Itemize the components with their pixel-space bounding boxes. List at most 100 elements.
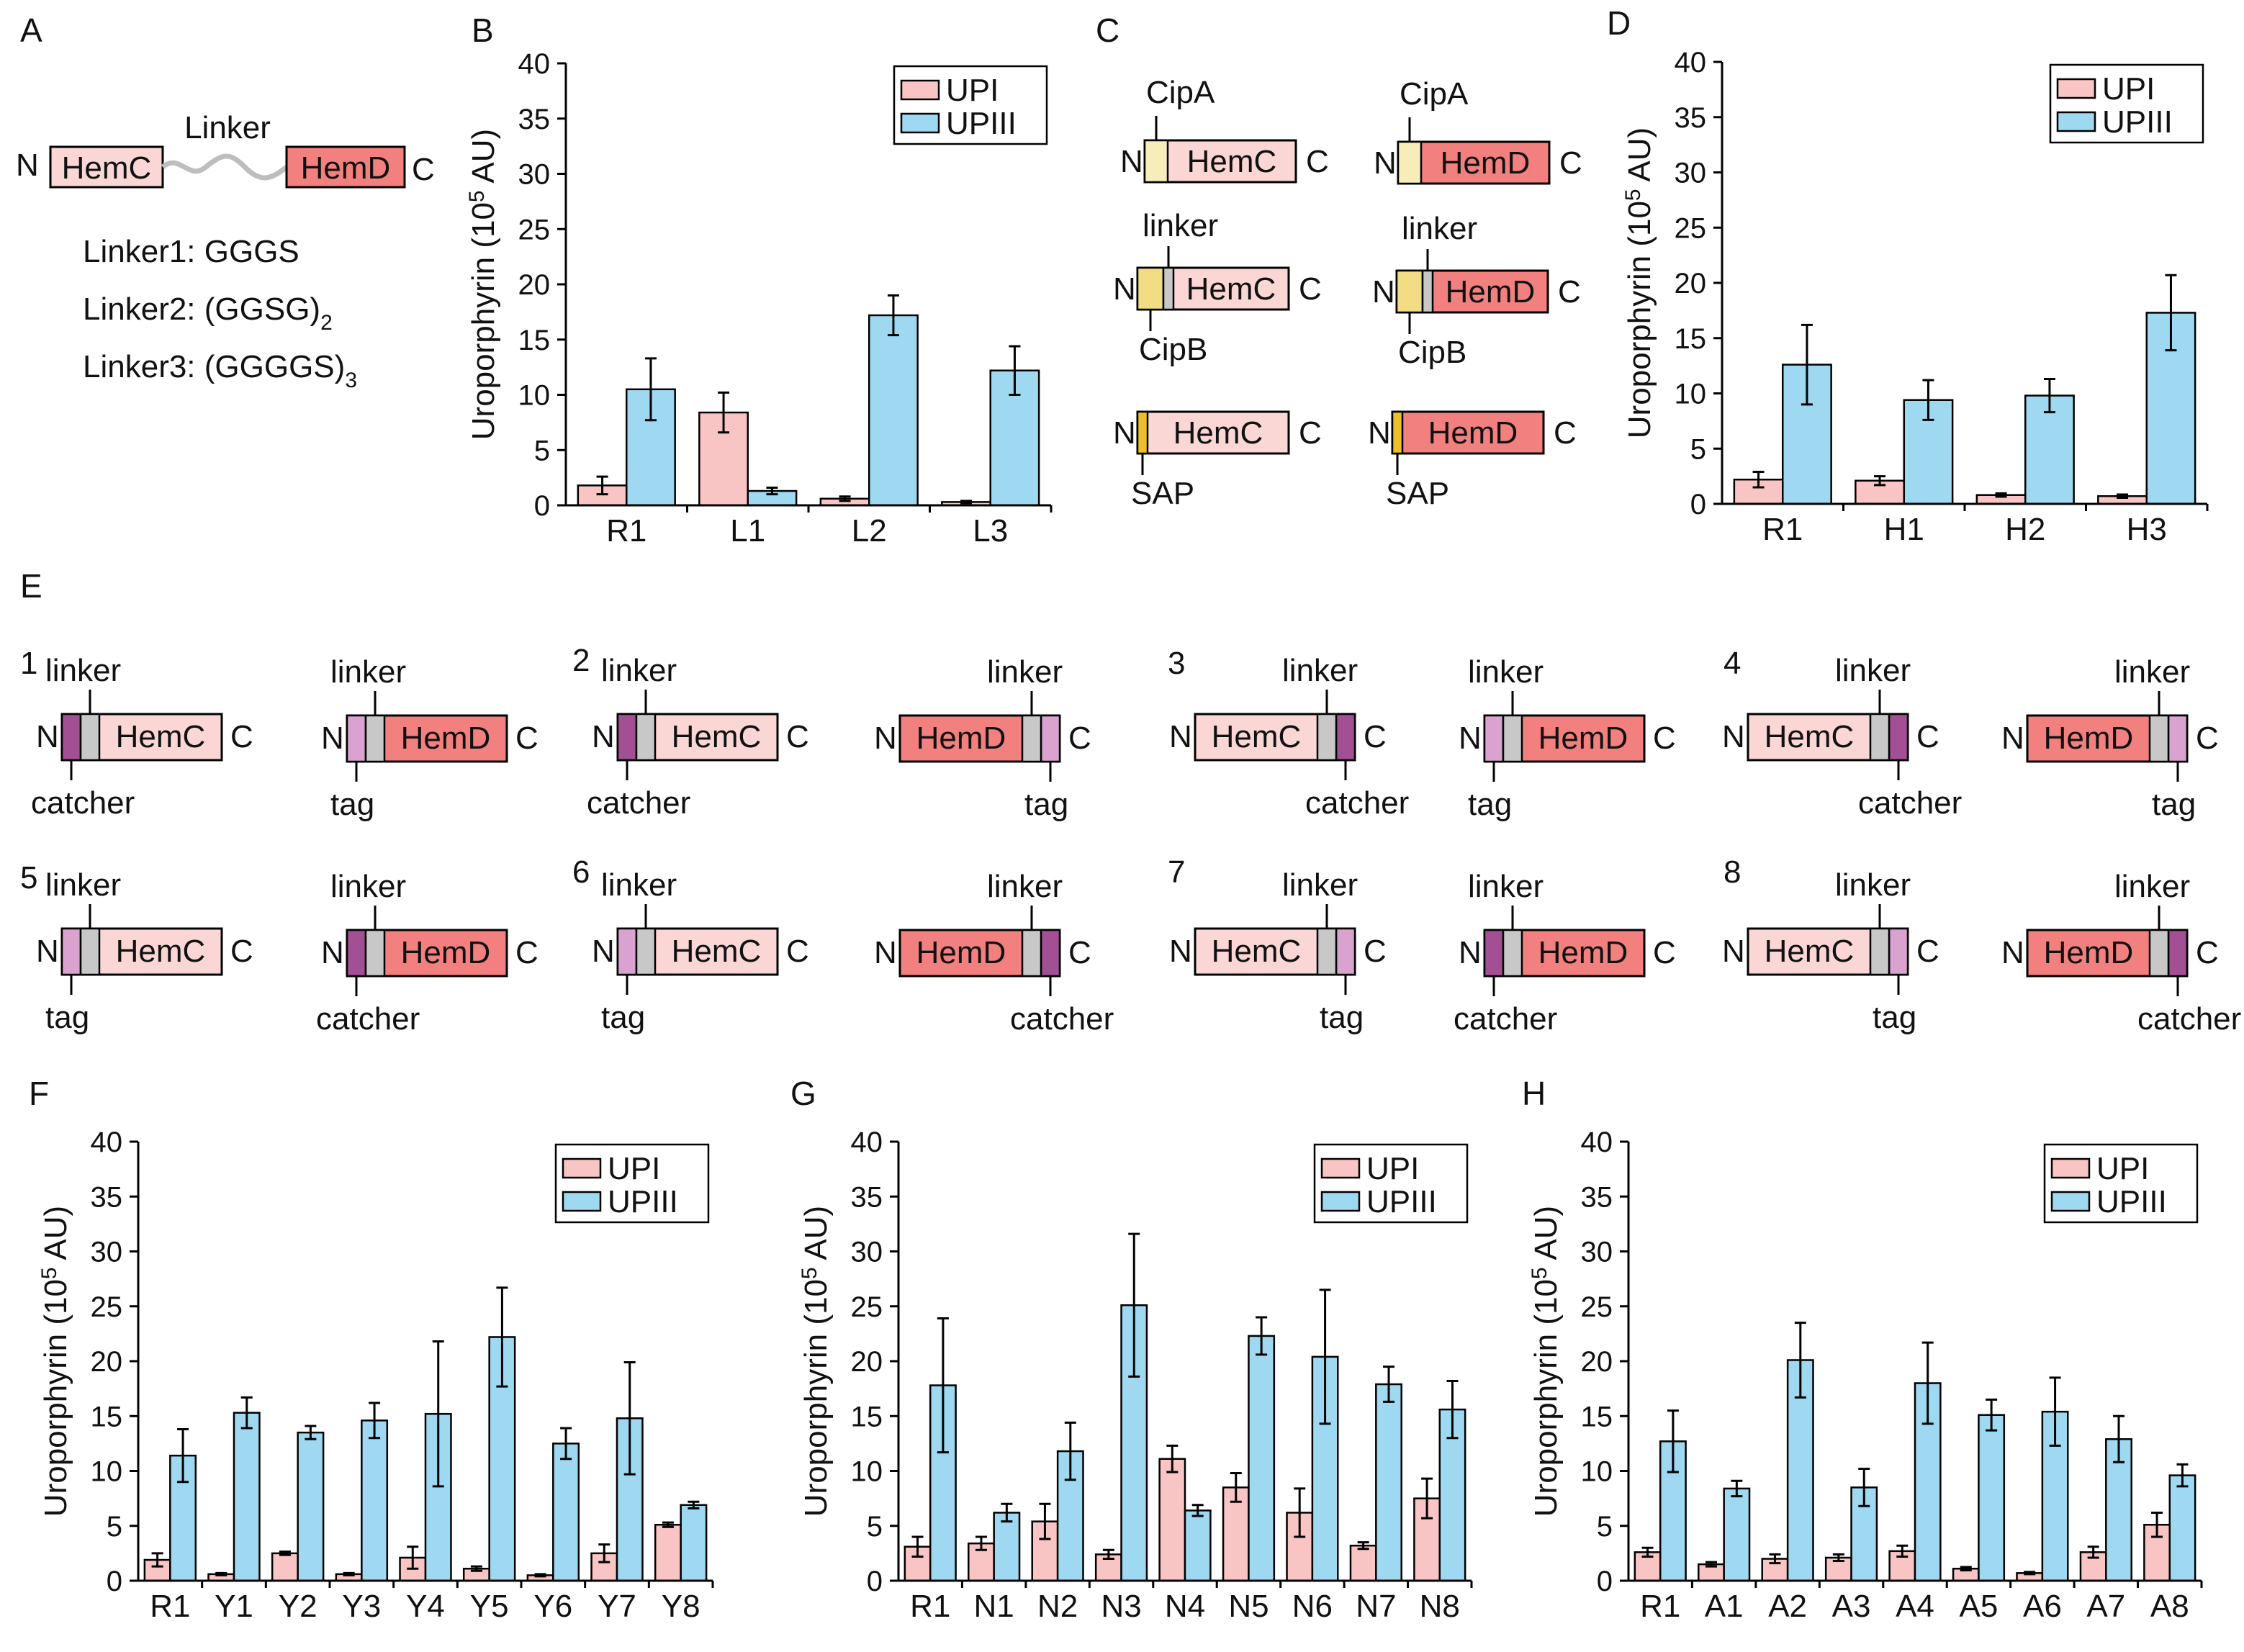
e-construct-14-catcher-segment (1483, 929, 1505, 978)
e-construct-5-linker-label: linker (1282, 653, 1358, 688)
e-group-1-number: 1 (20, 646, 37, 681)
e-construct-10-catcher-label: catcher (316, 1001, 420, 1037)
g-legend-swatch-upi (1320, 1157, 1361, 1179)
c-construct-5-domain-label: HemC (1173, 415, 1263, 451)
d-y-tick-label-25: 25 (1675, 212, 1707, 244)
g-y-tick-label-10: 10 (851, 1456, 883, 1488)
b-y-tick-label-10: 10 (518, 380, 551, 412)
h-x-tick-label-a6: A6 (2023, 1589, 2062, 1624)
e-construct-9-linker-label: linker (45, 867, 121, 903)
e-construct-11-tag-segment (616, 927, 638, 976)
d-legend-swatch-upiii (2056, 111, 2096, 132)
e-construct-15-tag-label: tag (1873, 1000, 1916, 1035)
f-x-tick-label-y8: Y8 (662, 1589, 700, 1624)
f-y8-upi-bar (654, 1523, 682, 1582)
h-y-tick-label-35: 35 (1581, 1181, 1613, 1213)
f-y-tick-label-35: 35 (91, 1181, 123, 1213)
f-legend-box (554, 1143, 710, 1224)
hemc-label: HemC (62, 150, 152, 186)
e-construct-6-n-label: N (1459, 721, 1482, 756)
e-construct-10-linker-label: linker (330, 869, 406, 904)
e-construct-15-linker-segment (1869, 927, 1891, 976)
g-n4-upiii-bar (1184, 1509, 1212, 1582)
c-construct-4-linker-segment (1421, 269, 1434, 314)
e-construct-7-linker-label: linker (1835, 653, 1911, 688)
c-construct-3-c-label: C (1299, 271, 1322, 307)
f-y8-upiii-bar (680, 1504, 708, 1582)
f-x-tick-label-y4: Y4 (406, 1589, 445, 1624)
e-construct-1-c-label: C (230, 719, 253, 754)
c-construct-2-c-label: C (1559, 145, 1582, 181)
c-construct-1-n-label: N (1120, 144, 1143, 179)
d-x-tick-label-h1: H1 (1884, 512, 1924, 547)
f-y-tick-label-15: 15 (91, 1401, 123, 1432)
d-legend-swatch-upi (2056, 78, 2096, 99)
e-construct-6-linker-segment (1502, 714, 1523, 763)
e-construct-8-domain-label: HemD (2044, 721, 2134, 756)
e-construct-6-tag-label: tag (1468, 787, 1512, 822)
b-y-tick-label-20: 20 (518, 269, 551, 301)
h-legend-label-upi: UPI (2096, 1151, 2149, 1186)
b-legend-swatch-upiii (900, 112, 940, 134)
e-construct-5-catcher-segment (1335, 713, 1356, 762)
panel-label-d: D (1607, 4, 1631, 42)
e-construct-15-n-label: N (1722, 934, 1745, 969)
h-a1-upiii-bar (1723, 1487, 1751, 1582)
d-y-tick-label-20: 20 (1675, 268, 1707, 299)
h-y-tick-label-0: 0 (1597, 1566, 1613, 1597)
chart-b: 0 5 10 15 20 25 30 35 40 R1 L1 L2 L3 Uroporphyrin (10… (465, 48, 1053, 549)
panel-label-b: B (472, 12, 494, 49)
b-x-tick-label-l2: L2 (852, 513, 887, 549)
h-y-tick-label-25: 25 (1581, 1291, 1613, 1323)
f-legend-label-upi: UPI (608, 1151, 660, 1186)
e-construct-14-n-label: N (1459, 935, 1482, 970)
linker-squiggle (161, 153, 289, 181)
h-y-tick-label-10: 10 (1581, 1456, 1613, 1488)
e-construct-2-c-label: C (515, 721, 539, 756)
d-y-axis-label: Uroporphyrin (105 AU) (1621, 127, 1657, 438)
b-y-tick-label-30: 30 (518, 159, 551, 191)
e-group-2-number: 2 (572, 643, 590, 678)
c-construct-6-tag-segment (1391, 410, 1404, 455)
e-group-8-number: 8 (1723, 854, 1741, 890)
e-construct-16-c-label: C (2196, 935, 2219, 970)
e-construct-1-domain-label: HemC (116, 719, 206, 754)
c-construct-6-tag-label: SAP (1386, 476, 1449, 511)
b-y-tick-label-40: 40 (518, 48, 551, 80)
g-x-tick-label-n4: N4 (1165, 1589, 1205, 1624)
c-construct-1-domain-box (1143, 139, 1297, 184)
e-construct-1-catcher-segment (60, 713, 82, 762)
e-construct-13-tag-label: tag (1320, 1000, 1364, 1035)
e-construct-9-linker-segment (79, 927, 101, 976)
e-construct-12-n-label: N (874, 935, 897, 970)
g-y-tick-label-15: 15 (851, 1401, 883, 1432)
d-legend-label-upi: UPI (2102, 71, 2155, 107)
g-n7-upi-bar (1349, 1544, 1377, 1582)
e-construct-14-c-label: C (1653, 935, 1676, 970)
e-construct-16-catcher-label: catcher (2137, 1001, 2241, 1037)
d-y-tick-label-10: 10 (1675, 379, 1707, 410)
h-x-tick-label-a2: A2 (1768, 1589, 1807, 1624)
f-legend-swatch-upi (562, 1157, 602, 1179)
c-construct-1-tag-segment (1143, 139, 1169, 184)
e-group-6-number: 6 (572, 854, 590, 890)
c-construct-6-n-label: N (1368, 415, 1391, 451)
e-construct-11-n-label: N (592, 934, 615, 969)
e-construct-7-catcher-segment (1888, 713, 1909, 762)
e-construct-12-linker-segment (1021, 929, 1042, 978)
e-construct-2-tag-label: tag (330, 787, 374, 822)
h-x-tick-label-a4: A4 (1896, 1589, 1934, 1624)
linker-2-sequence: Linker2: (GGSG)2 (83, 292, 333, 335)
f-y2-upiii-bar (297, 1431, 325, 1582)
f-legend-label-upiii: UPIII (608, 1184, 678, 1219)
e-construct-13-n-label: N (1169, 934, 1192, 969)
chart-f: 0 5 10 15 20 25 30 35 40 R1 Y1 Y2 Y3 Y4 Y5 Y6 Y7 Y8 Uropor… (37, 1127, 714, 1624)
c-construct-2-n-label: N (1374, 145, 1397, 181)
e-construct-6-c-label: C (1653, 721, 1676, 756)
e-construct-8-linker-label: linker (2114, 654, 2190, 690)
e-construct-8-tag-label: tag (2152, 787, 2196, 822)
g-x-tick-label-n5: N5 (1228, 1589, 1269, 1624)
h-x-tick-label-a1: A1 (1705, 1589, 1744, 1624)
e-construct-10-n-label: N (321, 935, 344, 970)
f-y-tick-label-25: 25 (91, 1291, 123, 1323)
